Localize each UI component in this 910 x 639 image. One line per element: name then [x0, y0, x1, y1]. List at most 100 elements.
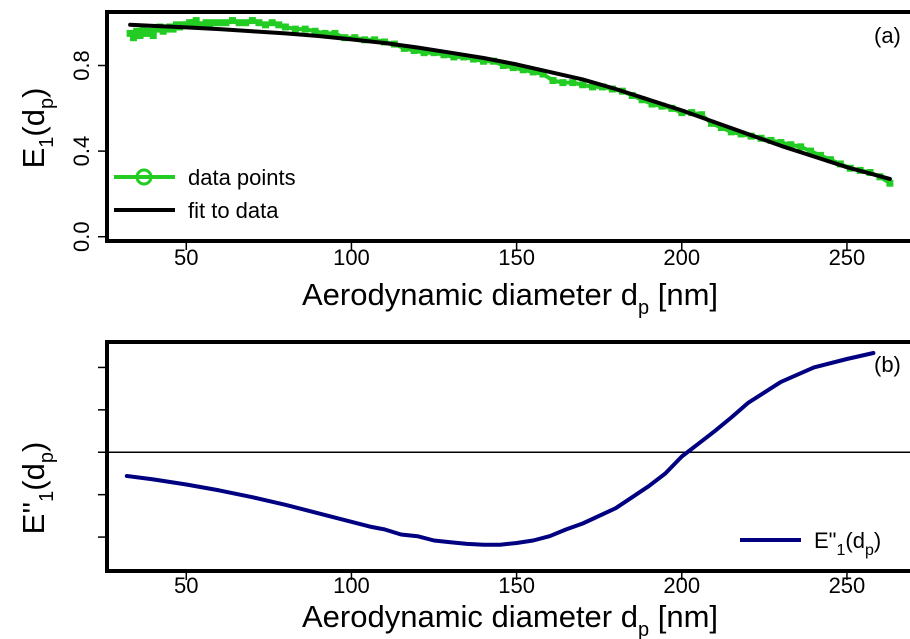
panel-a-x-axis-title-main: Aerodynamic diameter d	[302, 277, 638, 312]
x-tick-label-50: 50	[174, 245, 198, 270]
legend-e1pp-paren-sub: p	[865, 542, 874, 559]
data-point-marker	[499, 62, 507, 70]
x-tick-label-50: 50	[174, 573, 198, 598]
data-point-marker	[291, 25, 299, 33]
panel-b-y-axis-title-sub: 1	[36, 491, 58, 502]
data-point-marker	[215, 19, 223, 27]
panel-a: 50 100 150 200 250 0.0 0.4 0.8 (a) Aerodynamic…	[16, 10, 910, 319]
panel-a-label: (a)	[874, 23, 901, 48]
legend-data-points-label: data points	[188, 165, 296, 190]
data-point-marker	[589, 83, 597, 91]
data-point-marker	[301, 25, 309, 33]
data-point-marker	[129, 34, 137, 42]
x-tick-label-100: 100	[333, 573, 370, 598]
panel-a-y-axis-title-sub: 1	[36, 137, 58, 148]
data-point-marker	[658, 102, 666, 110]
data-point-marker	[826, 156, 834, 164]
panel-b-x-axis-title: Aerodynamic diameter dp [nm]	[302, 599, 718, 639]
legend-fit-label: fit to data	[188, 198, 279, 223]
data-point-marker	[549, 76, 557, 84]
x-tick-label-150: 150	[498, 573, 535, 598]
x-tick-label-250: 250	[829, 573, 866, 598]
data-point-marker	[420, 49, 428, 57]
data-point-marker	[807, 147, 815, 155]
data-point-marker	[678, 109, 686, 117]
x-tick-label-200: 200	[663, 573, 700, 598]
panel-b-y-axis-title-paren-close: )	[16, 442, 51, 452]
data-point-marker	[519, 66, 527, 74]
data-point-marker	[311, 27, 319, 35]
data-point-marker	[192, 17, 200, 25]
data-point-marker	[430, 49, 438, 57]
data-point-marker	[146, 27, 154, 35]
data-point-marker	[787, 141, 795, 149]
data-point-marker	[886, 179, 894, 187]
panel-b-y-axis-title-paren-open: (d	[16, 463, 51, 491]
panel-b-series	[124, 351, 876, 547]
panel-b-x-axis-title-sub: p	[638, 619, 649, 639]
data-point-marker	[262, 21, 270, 29]
data-point-marker	[351, 34, 359, 42]
data-point-marker	[797, 143, 805, 151]
data-point-marker	[281, 23, 289, 31]
series-line-0-1	[128, 22, 892, 181]
data-point-marker	[777, 139, 785, 147]
y-tick-label-1: 0.4	[69, 136, 94, 167]
data-point-marker	[539, 70, 547, 78]
data-point-marker	[559, 79, 567, 87]
data-point-marker	[410, 47, 418, 55]
data-point-marker	[268, 19, 276, 27]
legend-e1pp-paren-open: (d	[845, 528, 865, 553]
panel-a-x-axis-title-end: [nm]	[649, 277, 718, 312]
legend-e1pp-sub: 1	[836, 542, 845, 559]
panel-b-x-axis-title-main: Aerodynamic diameter d	[302, 599, 638, 634]
data-point-marker	[242, 19, 250, 27]
data-point-marker	[460, 53, 468, 61]
data-point-marker	[529, 68, 537, 76]
data-point-marker	[275, 21, 283, 29]
data-point-marker	[321, 29, 329, 37]
x-tick-label-200: 200	[663, 245, 700, 270]
data-point-marker	[133, 27, 141, 35]
data-point-marker	[648, 100, 656, 108]
data-point-marker	[470, 55, 478, 63]
data-point-marker	[229, 17, 237, 25]
data-point-marker	[579, 81, 587, 89]
data-point-marker	[139, 25, 147, 33]
legend-data-points-marker	[135, 168, 153, 186]
panel-a-y-axis-title: E1(dp)	[16, 88, 58, 169]
panel-a-x-ticks: 50 100 150 200 250	[174, 243, 865, 270]
panel-b-legend: E"1(dp)	[740, 528, 881, 559]
panel-b-frame	[105, 340, 910, 573]
data-point-marker	[331, 29, 339, 37]
panel-a-legend: data points fit to data	[114, 165, 296, 223]
panel-b-y-axis-title-main: E''	[16, 502, 51, 535]
y-tick-label-2: 0.8	[69, 50, 94, 81]
data-point-marker	[255, 19, 263, 27]
panel-b-x-ticks: 50 100 150 200 250	[174, 573, 865, 598]
data-point-marker	[717, 124, 725, 132]
data-point-marker	[708, 119, 715, 127]
data-point-marker	[440, 51, 448, 59]
data-point-marker	[209, 19, 217, 27]
data-point-marker	[698, 111, 706, 119]
data-point-marker	[737, 130, 745, 138]
x-tick-label-150: 150	[498, 245, 535, 270]
panel-a-y-axis-title-main: E	[16, 148, 51, 169]
data-point-marker	[638, 96, 646, 104]
data-point-marker	[136, 32, 144, 40]
data-point-marker	[149, 32, 157, 40]
legend-e1pp-label: E"1(dp)	[814, 528, 881, 559]
panel-b-y-axis-title-paren-sub: p	[36, 452, 58, 463]
series-line-0-0	[128, 18, 892, 186]
y-tick-label-0: 0.0	[69, 221, 94, 252]
panel-a-y-axis-title-paren-sub: p	[36, 98, 58, 109]
panel-a-frame	[105, 10, 910, 243]
data-point-marker	[371, 36, 379, 44]
legend-e1pp-main: E"	[814, 528, 836, 553]
panel-a-y-axis-title-paren-open: (d	[16, 109, 51, 137]
data-point-marker	[222, 19, 230, 27]
data-point-marker	[169, 25, 177, 33]
panel-a-y-axis-title-paren-close: )	[16, 88, 51, 98]
panel-b: 50 100 150 200 250 (b) Aerodynamic diameter …	[16, 340, 910, 639]
